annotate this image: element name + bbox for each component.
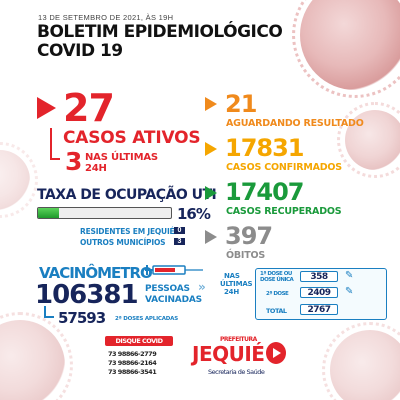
vaccine-title: VACINÔMETRO [39,264,153,282]
uti-title: TAXA DE OCUPAÇÃO UTI [37,187,217,203]
bulletin-date: 13 DE SETEMBRO DE 2021, ÀS 19H [38,13,174,22]
syringe-small-icon-1: ✎ [345,270,354,281]
last24-label-2: ÚLTIMAS [220,280,253,288]
play-icon-green [205,186,217,200]
virus-decoration-left [0,142,38,218]
active-cases-label: CASOS ATIVOS [63,128,201,148]
secretaria-label: Secretaria de Saúde [208,368,265,376]
recent-active-value: 3 [65,147,82,176]
second-dose-label: 2ª DOSES APLICADAS [115,316,178,322]
row1-label-1: 1ª DOSE OU [260,271,292,277]
recent-active-label-1: NAS ÚLTIMAS [85,152,158,163]
bulletin-subtitle: COVID 19 [37,41,123,61]
uti-percent: 16% [177,205,211,223]
virus-decoration-bottom-right [322,322,400,400]
recovered-label: CASOS RECUPERADOS [226,206,342,217]
virus-decoration-bottom-left [0,312,73,400]
syringe-icon [145,265,203,275]
phone-3: 73 98866-3541 [108,368,157,376]
total-row-label: TOTAL [266,307,287,315]
deaths-value: 397 [225,222,273,250]
play-icon-orange [205,97,217,111]
vaccinated-label-2: VACINADAS [145,295,202,305]
play-icon-gray [205,230,217,244]
disque-covid-label: DISQUE COVID [105,336,173,346]
uti-residents-value: 0 [174,227,185,234]
bracket-line [50,128,60,160]
deaths-label: ÓBITOS [226,250,266,261]
virus-decoration-top-right [292,0,400,98]
confirmed-label: CASOS CONFIRMADOS [226,162,342,173]
chevron-right-icon: » [198,280,206,294]
city-name: JEQUIÉ [192,342,265,366]
phone-2: 73 98866-2164 [108,359,157,367]
last24-label-1: NAS [224,272,240,280]
logo-play-icon [273,348,281,358]
prefeitura-label: PREFEITURA [220,336,257,343]
row2-label: 2ª DOSE [266,291,289,297]
waiting-label: AGUARDANDO RESULTADO [226,118,364,129]
uti-progress-bar [37,207,172,219]
last24-label-3: 24H [224,288,239,296]
play-icon-yellow [205,142,217,156]
row1-label-2: DOSE ÚNICA [260,277,294,283]
second-dose-bracket [44,306,54,318]
prefeitura-logo: PREFEITURA JEQUIÉ Secretaria de Saúde [180,334,290,382]
virus-decoration-mid-right [337,102,400,178]
confirmed-value: 17831 [225,134,304,162]
recent-active-label-2: 24H [85,163,107,174]
uti-others-value: 3 [174,238,185,245]
row1-value: 358 [300,271,338,282]
row2-value: 2409 [300,287,338,298]
phone-1: 73 98866-2779 [108,350,157,358]
bulletin-title: BOLETIM EPIDEMIOLÓGICO [37,22,283,42]
play-icon-red [37,97,56,119]
uti-progress-fill [38,208,60,218]
total-row-value: 2767 [300,304,338,315]
syringe-small-icon-2: ✎ [345,286,354,297]
uti-residents-label: RESIDENTES EM JEQUIÉ [80,227,175,236]
vaccinated-label-1: PESSOAS [145,284,190,294]
vaccinated-total-value: 106381 [35,280,139,310]
uti-others-label: OUTROS MUNICÍPIOS [80,238,166,247]
waiting-value: 21 [225,90,257,118]
active-cases-value: 27 [63,86,115,130]
recovered-value: 17407 [225,178,304,206]
second-dose-value: 57593 [58,309,106,327]
